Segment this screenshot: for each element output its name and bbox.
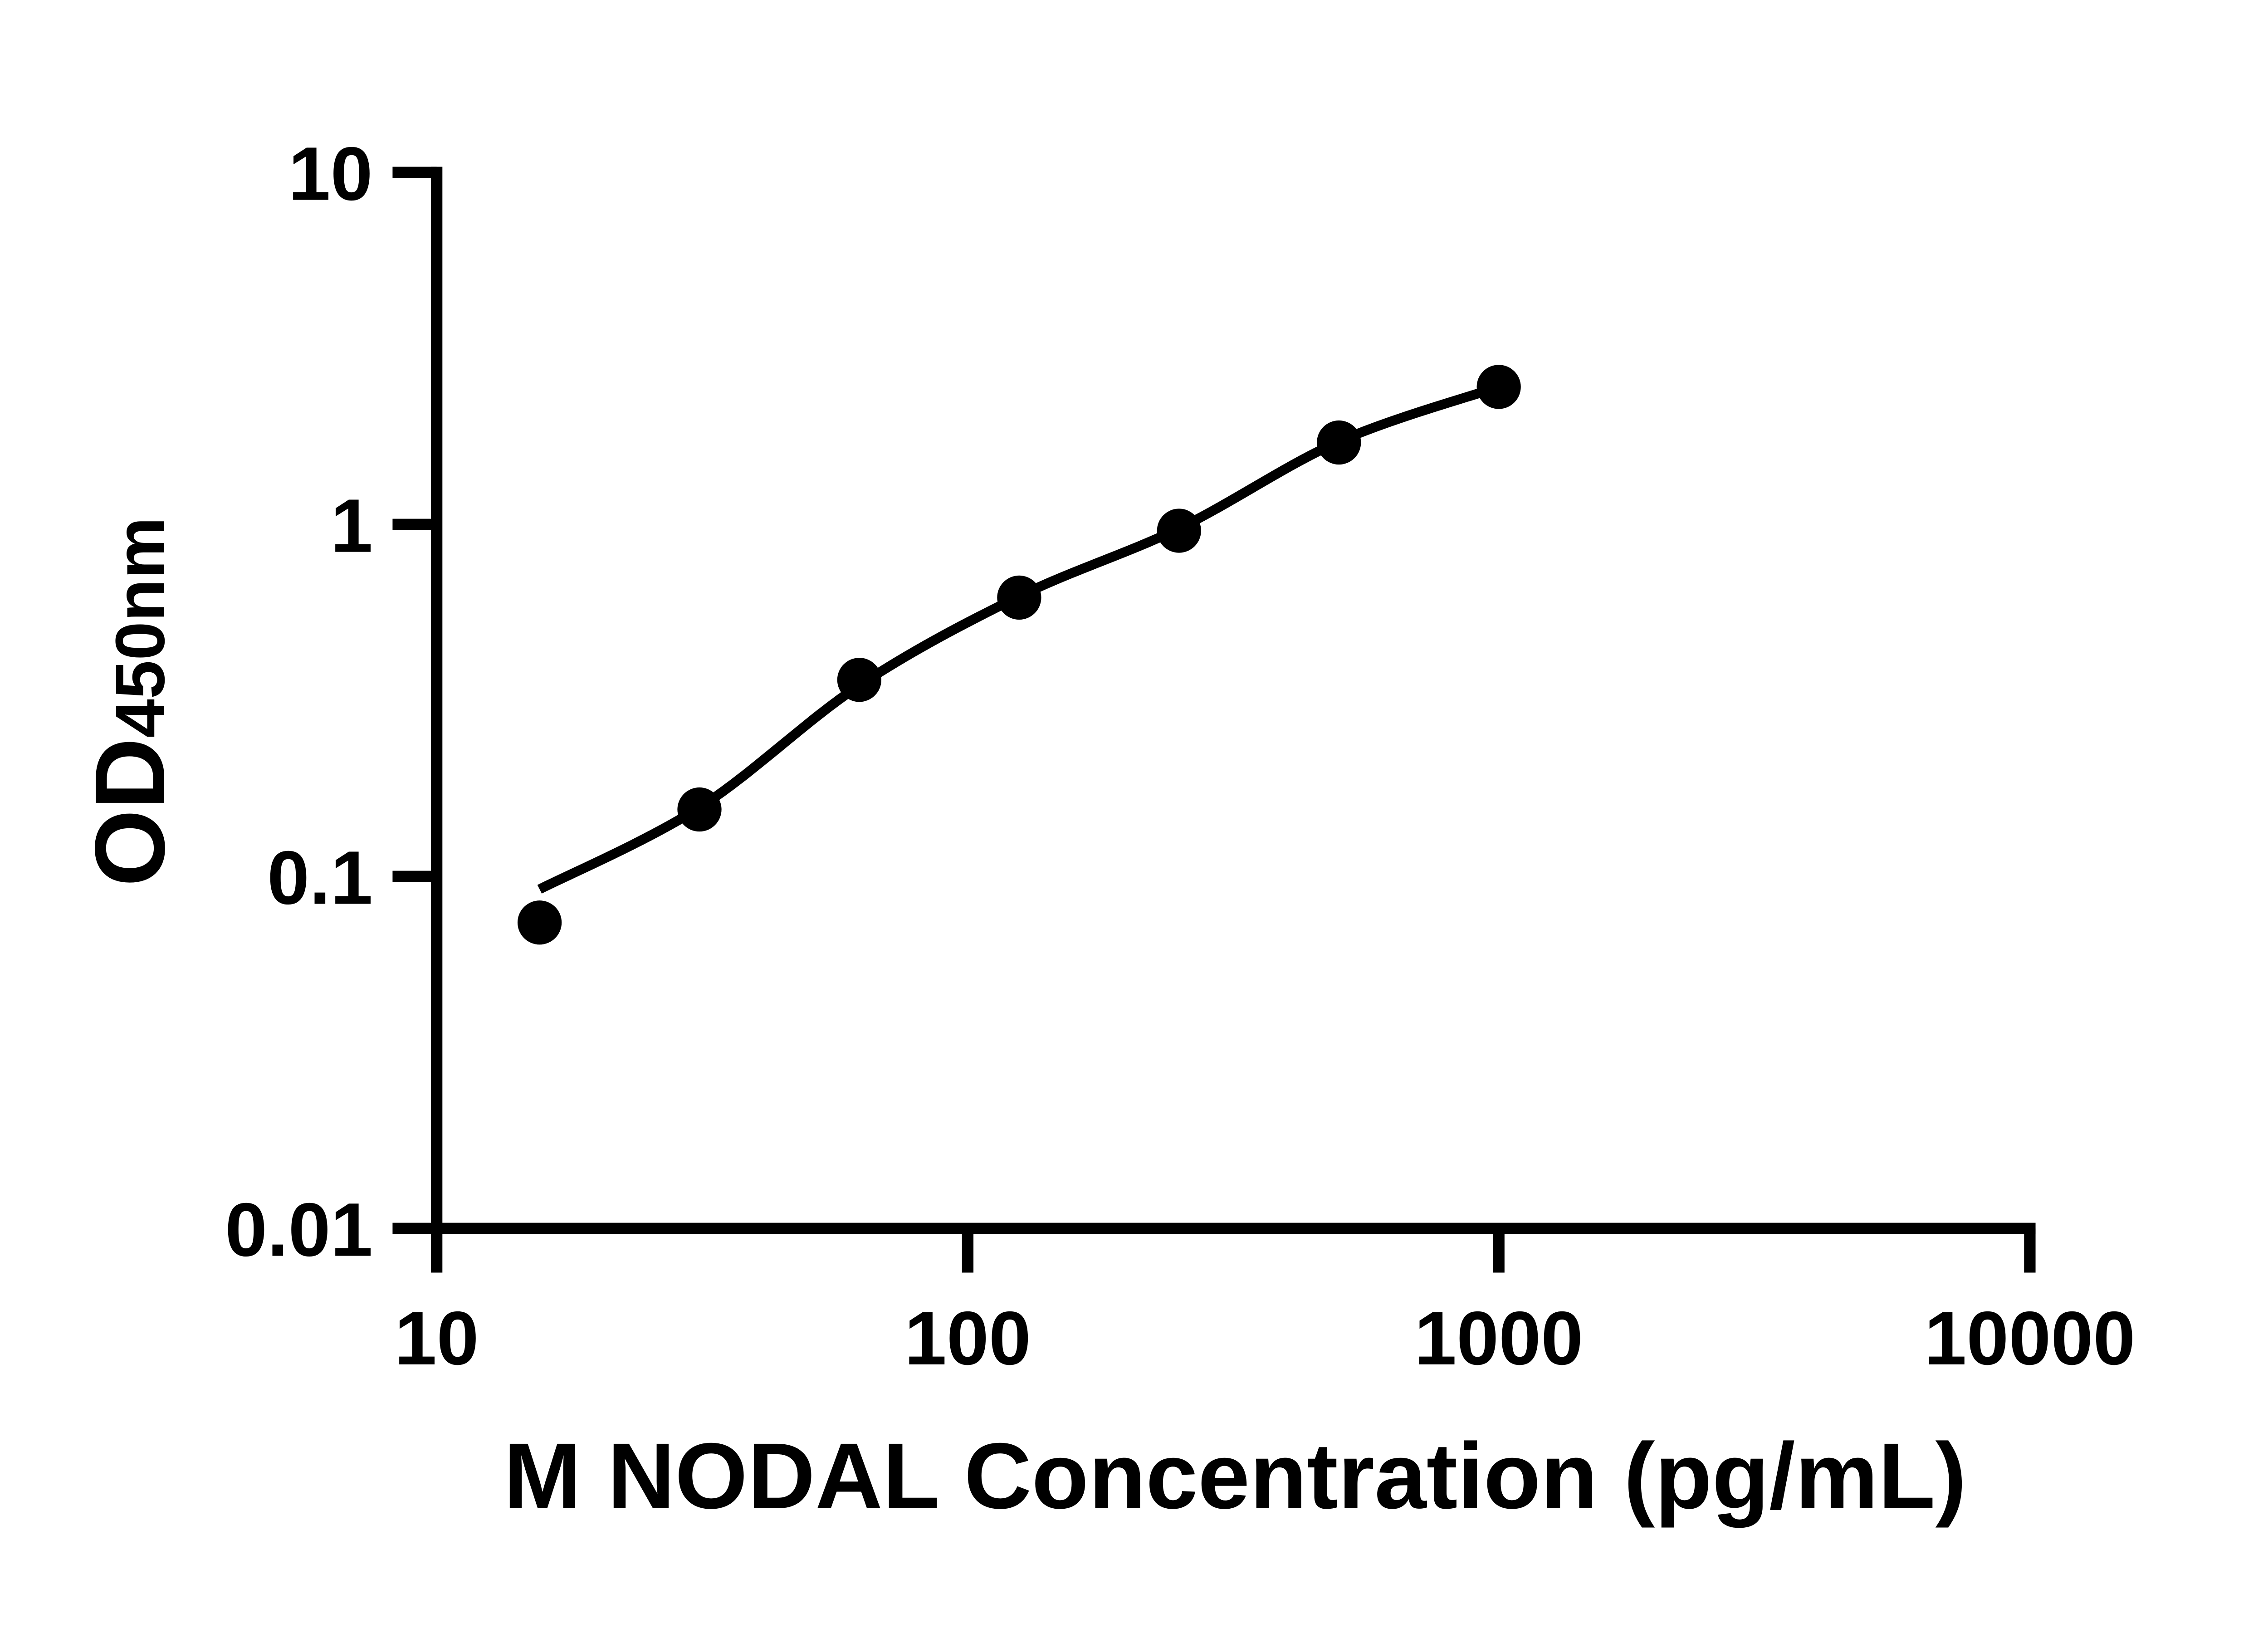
data-point	[1317, 420, 1361, 465]
data-point	[837, 658, 882, 702]
x-tick-label: 100	[904, 1296, 1031, 1381]
y-tick-label: 1	[331, 484, 373, 568]
data-point	[997, 575, 1041, 620]
y-axis-title-main: OD	[75, 738, 186, 886]
x-tick-label: 1000	[1414, 1296, 1583, 1381]
x-tick-label: 10000	[1924, 1296, 2135, 1381]
data-point	[677, 787, 722, 832]
data-point	[1157, 508, 1201, 553]
y-tick-label: 10	[288, 132, 373, 216]
x-tick-label: 10	[395, 1296, 479, 1381]
axes-layer	[392, 166, 2036, 1273]
y-tick-label: 0.1	[267, 836, 373, 920]
data-point	[1476, 365, 1521, 409]
y-axis-title-sub: 450nm	[101, 517, 179, 738]
data-point	[517, 900, 562, 945]
x-axis-title: M NODAL Concentration (pg/mL)	[503, 1423, 1966, 1528]
y-axis-title: OD450nm	[75, 517, 186, 887]
data-points-layer	[517, 365, 1521, 945]
labels-layer: 10 1 0.1 0.01 10 100 1000 10000 M NODAL Concentr…	[75, 132, 2136, 1528]
y-tick-label: 0.01	[225, 1188, 373, 1272]
